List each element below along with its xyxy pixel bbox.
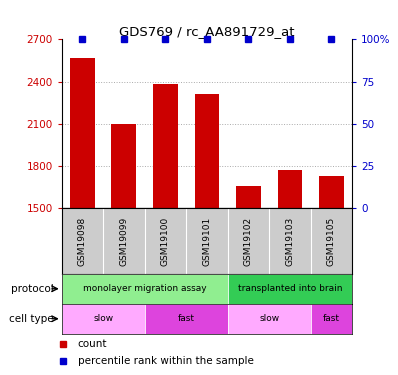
Text: transplanted into brain: transplanted into brain [238,284,342,293]
Text: protocol: protocol [11,284,54,294]
Text: fast: fast [323,314,340,323]
Bar [311,304,352,334]
Bar [62,304,145,334]
Bar [319,176,344,208]
Bar [277,170,302,208]
Bar [111,124,137,208]
Bar [153,84,178,208]
Bar [145,304,228,334]
Bar [62,274,228,304]
Text: GSM19099: GSM19099 [119,216,129,266]
Text: GSM19103: GSM19103 [285,216,295,266]
Bar [236,186,261,208]
Text: percentile rank within the sample: percentile rank within the sample [78,356,254,366]
Text: GSM19105: GSM19105 [327,216,336,266]
Text: GSM19098: GSM19098 [78,216,87,266]
Text: GSM19101: GSM19101 [203,216,211,266]
Text: cell type: cell type [9,314,54,324]
Text: monolayer migration assay: monolayer migration assay [83,284,207,293]
Text: fast: fast [178,314,195,323]
Text: count: count [78,339,107,349]
Text: GSM19100: GSM19100 [161,216,170,266]
Text: slow: slow [259,314,279,323]
Bar [228,274,352,304]
Text: slow: slow [93,314,113,323]
Text: GSM19102: GSM19102 [244,216,253,266]
Title: GDS769 / rc_AA891729_at: GDS769 / rc_AA891729_at [119,25,295,38]
Bar [70,58,95,208]
Bar [195,94,219,208]
Bar [228,304,311,334]
